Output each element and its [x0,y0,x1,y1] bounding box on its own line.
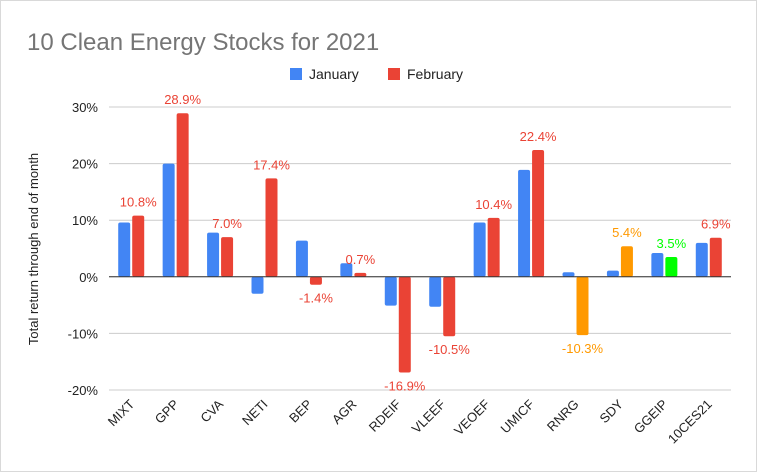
bar-february-10ces21 [709,237,722,277]
bar-january-ggeip [651,253,664,277]
bar-february-umicf [532,150,545,277]
y-tick-label: 30% [72,100,98,115]
y-tick-label: 20% [72,157,98,172]
x-tick-label: UMICF [497,396,537,436]
data-label-agr: 0.7% [346,252,376,267]
bar-january-mixt [118,222,131,277]
bar-january-10ces21 [695,242,708,277]
y-tick-label: 0% [79,270,98,285]
data-label-cva: 7.0% [212,216,242,231]
bar-february-bep [309,276,322,285]
x-tick-label: BEP [286,397,315,426]
data-label-10ces21: 6.9% [701,217,731,232]
bar-february-gpp [176,113,189,277]
x-tick-label: VEOEF [451,396,493,438]
legend-label-february: February [407,66,463,82]
data-label-sdy: 5.4% [612,225,642,240]
bar-january-rnrg [562,272,575,277]
data-label-rdeif: -16.9% [384,378,426,393]
x-tick-label: MIXT [105,396,138,429]
data-label-rnrg: -10.3% [562,341,604,356]
legend-label-january: January [309,66,359,82]
data-label-ggeip: 3.5% [657,236,687,251]
bar-january-veoef [473,222,486,277]
data-label-neti: 17.4% [253,157,290,172]
x-tick-label: GGEIP [631,397,671,437]
data-label-gpp: 28.9% [164,92,201,107]
y-axis-title: Total return through end of month [26,153,41,345]
x-tick-label: VLEEF [409,396,449,436]
legend: January February [290,66,463,82]
y-tick-label: -20% [68,383,99,398]
bar-january-bep [295,240,308,277]
x-tick-label: CVA [197,396,226,425]
bar-february-neti [265,178,278,277]
bar-february-sdy [620,246,633,277]
bar-february-veoef [487,217,500,277]
bar-january-sdy [606,270,619,277]
chart-title: 10 Clean Energy Stocks for 2021 [27,29,379,56]
legend-swatch-february [388,68,400,80]
bar-january-umicf [518,169,531,277]
x-tick-label: GPP [152,397,182,427]
data-label-mixt: 10.8% [120,195,157,210]
x-tick-label: RDEIF [366,396,404,434]
bar-january-rdeif [384,276,397,306]
data-label-umicf: 22.4% [520,129,557,144]
data-label-vleef: -10.5% [429,342,471,357]
bar-february-vleef [443,276,456,337]
bar-january-cva [207,232,220,277]
bar-january-neti [251,276,264,294]
y-axis-ticks: 30% 20% 10% 0% -10% -20% [68,100,99,398]
y-tick-label: -10% [68,326,99,341]
bar-february-ggeip [665,256,678,277]
bar-february-rnrg [576,276,589,336]
bar-january-gpp [162,163,175,277]
bar-january-agr [340,263,353,277]
bar-february-mixt [132,215,145,277]
legend-swatch-january [290,68,302,80]
data-label-bep: -1.4% [299,291,333,306]
bar-february-rdeif [398,276,411,373]
y-tick-label: 10% [72,213,98,228]
x-tick-label: SDY [597,396,627,426]
x-tick-label: RNRG [544,397,582,435]
data-label-veoef: 10.4% [475,197,512,212]
gridlines [109,106,731,391]
x-tick-label: NETI [239,397,271,429]
x-tick-label: 10CES21 [665,397,715,447]
data-labels: 10.8% 28.9% 7.0% 17.4% -1.4% 0.7% -16.9% -10.5%… [120,92,731,393]
bars [118,113,722,373]
bar-january-vleef [429,276,442,307]
x-tick-label: AGR [329,397,360,428]
bar-february-agr [354,272,367,277]
bar-february-cva [221,237,234,277]
x-axis-ticks: MIXT GPP CVA NETI BEP AGR RDEIF VLEEF VEOEF UMICF… [105,396,715,446]
